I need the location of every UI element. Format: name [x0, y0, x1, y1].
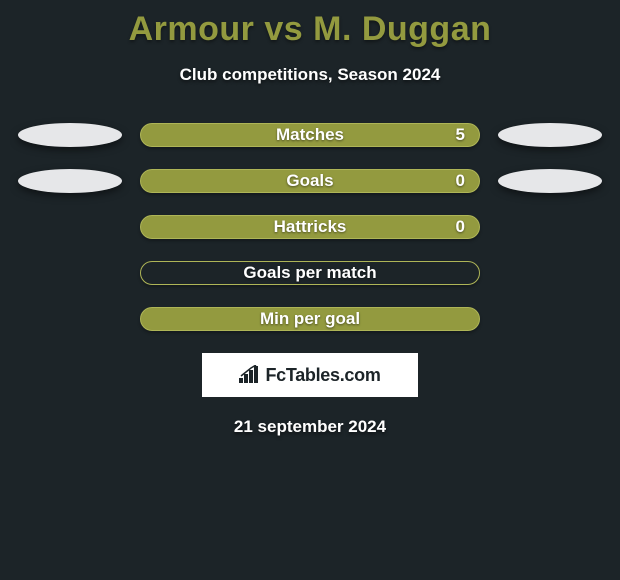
stat-value: 5	[456, 125, 465, 145]
player-right-marker	[498, 169, 602, 193]
player-left-marker	[18, 123, 122, 147]
player-left-marker	[18, 169, 122, 193]
stat-bar: Goals per match	[140, 261, 480, 285]
stat-row: Min per goal	[0, 307, 620, 331]
stat-label: Goals per match	[243, 263, 376, 283]
stat-label: Matches	[276, 125, 344, 145]
date-label: 21 september 2024	[0, 417, 620, 437]
stat-bar: Hattricks 0	[140, 215, 480, 239]
player-right-marker	[498, 123, 602, 147]
stat-value: 0	[456, 217, 465, 237]
stat-row: Goals 0	[0, 169, 620, 193]
stat-label: Goals	[286, 171, 333, 191]
stat-row: Goals per match	[0, 261, 620, 285]
stat-row: Matches 5	[0, 123, 620, 147]
stat-label: Min per goal	[260, 309, 360, 329]
stat-label: Hattricks	[274, 217, 347, 237]
stat-bar: Goals 0	[140, 169, 480, 193]
stat-rows: Matches 5 Goals 0 Hattricks 0 Goals per match M…	[0, 123, 620, 331]
stats-card: Armour vs M. Duggan Club competitions, S…	[0, 0, 620, 437]
bar-chart-icon	[239, 365, 261, 385]
logo-box: FcTables.com	[202, 353, 418, 397]
page-subtitle: Club competitions, Season 2024	[0, 65, 620, 85]
stat-value: 0	[456, 171, 465, 191]
page-title: Armour vs M. Duggan	[0, 0, 620, 49]
stat-bar: Matches 5	[140, 123, 480, 147]
stat-bar: Min per goal	[140, 307, 480, 331]
logo-text: FcTables.com	[265, 365, 380, 386]
stat-row: Hattricks 0	[0, 215, 620, 239]
